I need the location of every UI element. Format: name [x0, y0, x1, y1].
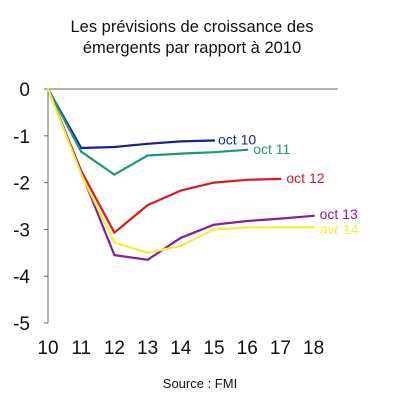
y-tick-label: -3 [13, 220, 30, 241]
x-tick-label: 18 [303, 338, 324, 359]
series-point [246, 148, 249, 151]
series-point [246, 219, 249, 223]
series-point [80, 150, 83, 153]
y-tick-label: -1 [13, 127, 30, 148]
series-point [113, 241, 116, 244]
chart-title-line-1: Les prévisions de croissance des [70, 18, 313, 36]
series-point [179, 140, 182, 143]
series-point [279, 225, 282, 229]
x-tick-label: 10 [37, 338, 58, 359]
y-tick-label: -2 [13, 174, 30, 195]
x-tick-label: 13 [137, 338, 158, 359]
series-point [146, 251, 149, 254]
series-point [113, 173, 116, 176]
series-point [179, 244, 182, 247]
series-line-avr-14 [46, 87, 315, 254]
y-axis-ticks: 0 -1 -2 -3 -4 -5 [13, 80, 48, 335]
x-tick-label: 16 [237, 338, 258, 359]
x-tick-label: 17 [270, 338, 291, 359]
x-tick-label: 11 [71, 338, 91, 359]
x-axis-ticks: 10 11 12 13 14 15 16 17 18 [37, 338, 324, 359]
chart-title-line-2: émergents par rapport à 2010 [83, 39, 301, 57]
series-label-oct-13: oct 13 [320, 206, 358, 222]
series-label-avr-14: avr 14 [320, 221, 359, 237]
series-point [146, 203, 149, 207]
series-lines [46, 87, 315, 261]
series-point [246, 178, 249, 181]
x-tick-label: 14 [170, 338, 192, 359]
series-point [312, 214, 315, 217]
series-point [146, 154, 149, 157]
series-point [279, 177, 282, 180]
series-point [113, 231, 116, 234]
series-point [279, 217, 282, 220]
series-line-oct-13 [46, 87, 315, 261]
series-point [146, 142, 149, 145]
series-line-oct-12 [46, 87, 282, 234]
series-point [113, 145, 116, 149]
series-point [246, 226, 249, 229]
y-tick-label: -5 [13, 314, 30, 335]
chart-source: Source : FMI [163, 376, 237, 391]
series-point [80, 173, 83, 176]
series-label-oct-12: oct 12 [286, 170, 324, 186]
series-point [46, 87, 50, 91]
series-point [179, 236, 182, 239]
series-label-oct-10: oct 10 [218, 131, 256, 147]
x-tick-label: 12 [104, 338, 125, 359]
series-point [212, 223, 216, 226]
series-point [146, 258, 149, 261]
series-point [312, 225, 315, 229]
series-point [212, 228, 216, 231]
series-point [113, 254, 116, 257]
series-line-oct-10 [46, 87, 216, 150]
y-tick-label: 0 [19, 80, 30, 101]
y-tick-label: -4 [13, 267, 30, 288]
series-label-oct-11: oct 11 [253, 141, 290, 157]
x-tick-label: 15 [203, 338, 224, 359]
series-point [179, 189, 182, 192]
series-point [212, 139, 216, 142]
series-point [179, 152, 182, 155]
series-point [212, 181, 216, 184]
series-point [212, 151, 216, 154]
